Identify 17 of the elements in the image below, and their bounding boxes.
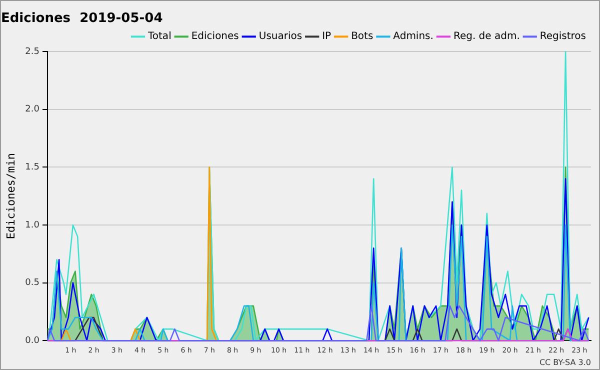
legend-label: Usuarios: [258, 31, 302, 42]
legend-label: Registros: [540, 31, 586, 42]
legend-label: Ediciones: [191, 31, 239, 42]
legend-label: Reg. de adm.: [453, 31, 520, 42]
legend-label: Bots: [351, 31, 374, 42]
legend-label: Admins.: [393, 31, 434, 42]
y-tick-label: 0.0: [25, 336, 40, 346]
y-axis-title: Ediciones/min: [4, 153, 18, 240]
y-tick-label: 2.5: [25, 46, 40, 57]
legend-label: Total: [146, 31, 172, 42]
y-tick-label: 2.0: [25, 104, 40, 115]
text: CC BY-SA 3.0: [539, 358, 591, 367]
legend-label: IP: [322, 31, 332, 42]
y-tick-label: 1.5: [25, 162, 40, 173]
y-tick-label: 0.5: [25, 278, 40, 288]
y-tick-label: 1.0: [25, 220, 40, 230]
chart-title: Ediciones 2019-05-04: [1, 11, 163, 26]
